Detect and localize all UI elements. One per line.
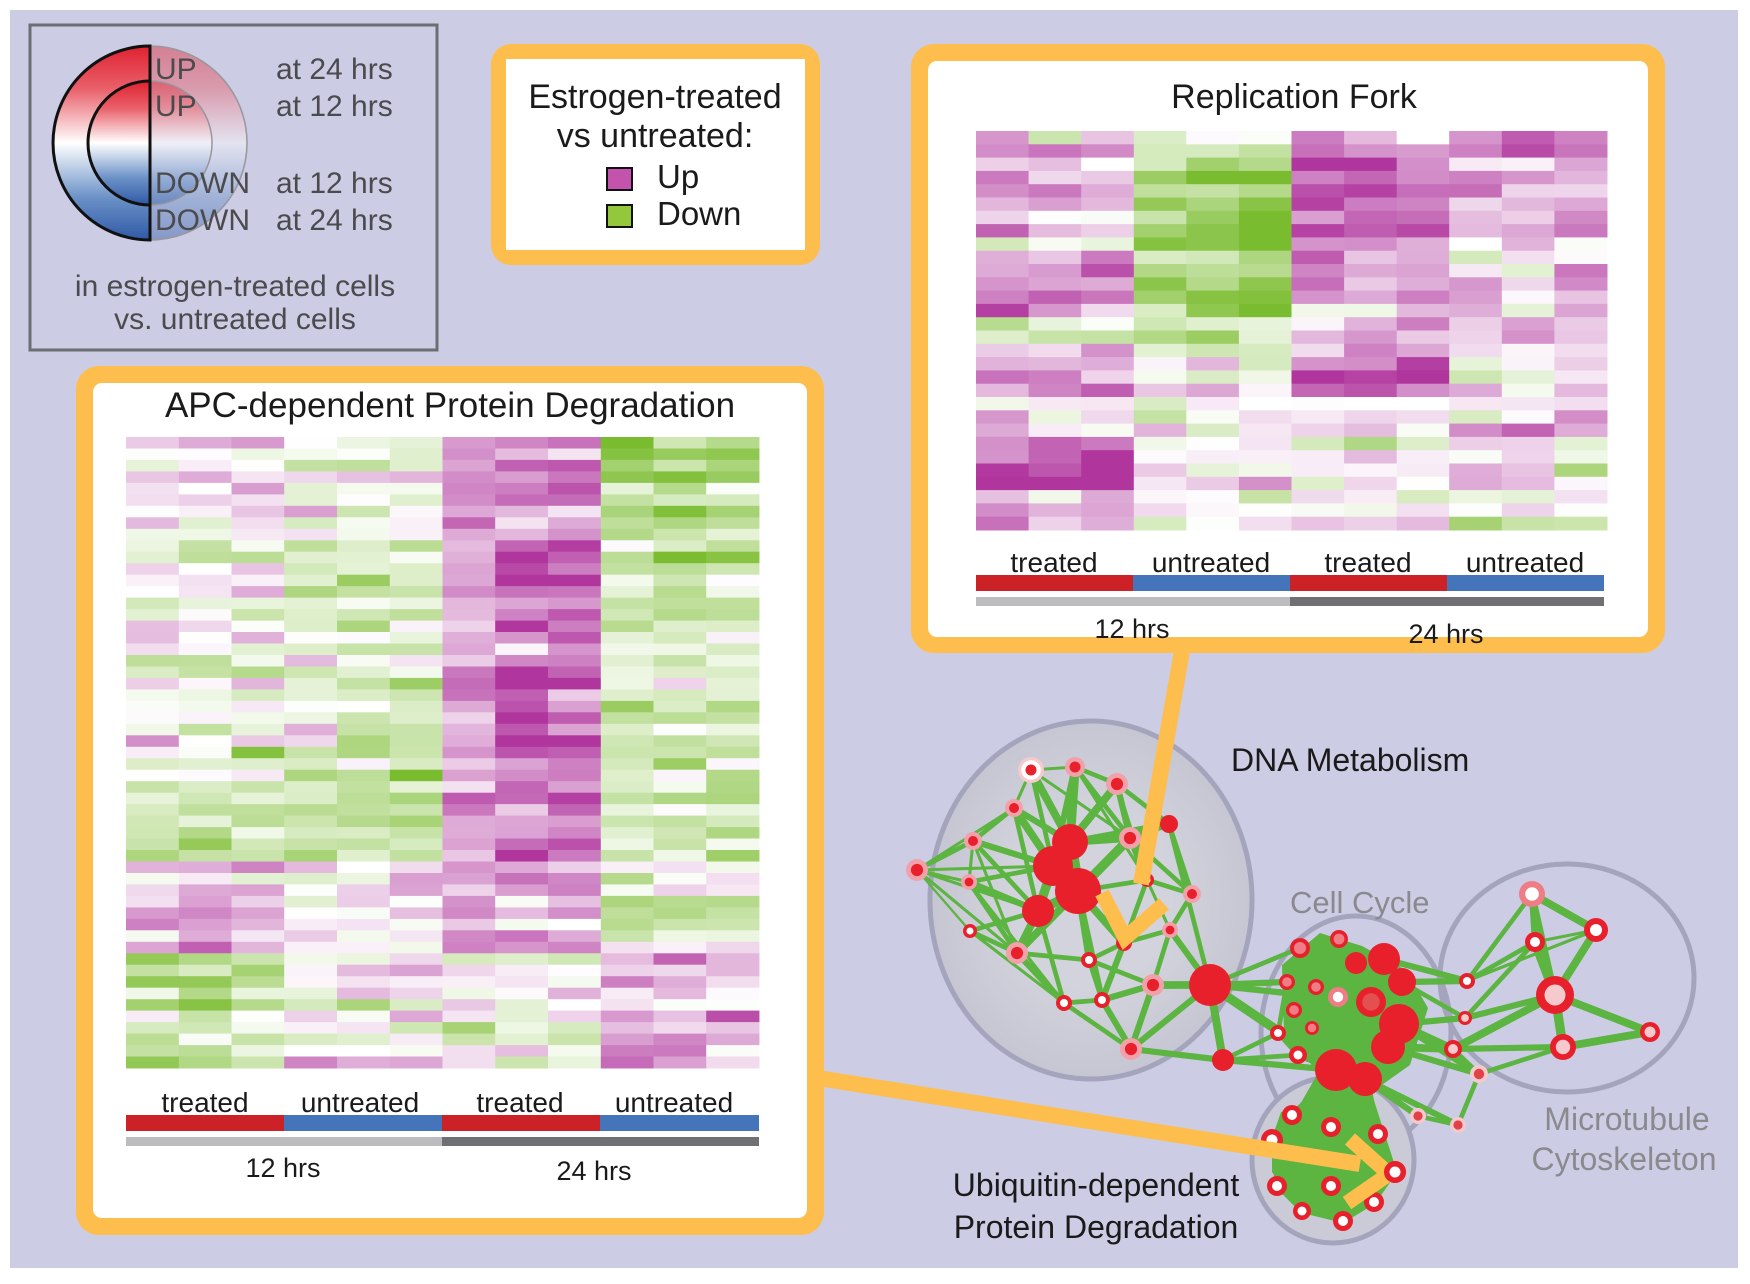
svg-text:UP: UP (155, 90, 197, 123)
svg-text:Ubiquitin-dependent: Ubiquitin-dependent (953, 1167, 1240, 1203)
svg-text:Cell Cycle: Cell Cycle (1290, 885, 1430, 920)
svg-text:24 hrs: 24 hrs (1408, 619, 1483, 649)
svg-text:at 12 hrs: at 12 hrs (276, 167, 393, 200)
svg-text:vs untreated:: vs untreated: (557, 117, 754, 155)
svg-text:Estrogen-treated: Estrogen-treated (528, 78, 781, 116)
svg-text:Cytoskeleton: Cytoskeleton (1532, 1141, 1717, 1177)
svg-text:untreated: untreated (1466, 547, 1584, 578)
svg-text:untreated: untreated (301, 1087, 419, 1118)
svg-text:treated: treated (1324, 547, 1411, 578)
svg-text:DOWN: DOWN (155, 204, 250, 237)
svg-text:treated: treated (476, 1087, 563, 1118)
svg-text:in estrogen-treated cells: in estrogen-treated cells (75, 270, 395, 303)
svg-text:Replication Fork: Replication Fork (1171, 78, 1418, 116)
svg-text:treated: treated (161, 1087, 248, 1118)
svg-text:untreated: untreated (615, 1087, 733, 1118)
svg-text:at 24 hrs: at 24 hrs (276, 204, 393, 237)
svg-text:treated: treated (1010, 547, 1097, 578)
svg-text:Microtubule: Microtubule (1544, 1101, 1709, 1137)
svg-text:at 12 hrs: at 12 hrs (276, 90, 393, 123)
svg-text:UP: UP (155, 53, 197, 86)
svg-text:DNA Metabolism: DNA Metabolism (1231, 742, 1469, 778)
svg-text:24 hrs: 24 hrs (556, 1156, 631, 1186)
svg-text:untreated: untreated (1152, 547, 1270, 578)
svg-text:vs. untreated cells: vs. untreated cells (114, 303, 356, 336)
svg-text:Protein Degradation: Protein Degradation (954, 1209, 1239, 1245)
svg-text:12 hrs: 12 hrs (245, 1153, 320, 1183)
svg-text:Down: Down (657, 195, 741, 232)
svg-text:DOWN: DOWN (155, 167, 250, 200)
svg-text:APC-dependent Protein Degradat: APC-dependent Protein Degradation (165, 386, 735, 425)
svg-text:at 24 hrs: at 24 hrs (276, 53, 393, 86)
svg-text:Up: Up (657, 158, 699, 195)
svg-text:12 hrs: 12 hrs (1094, 614, 1169, 644)
